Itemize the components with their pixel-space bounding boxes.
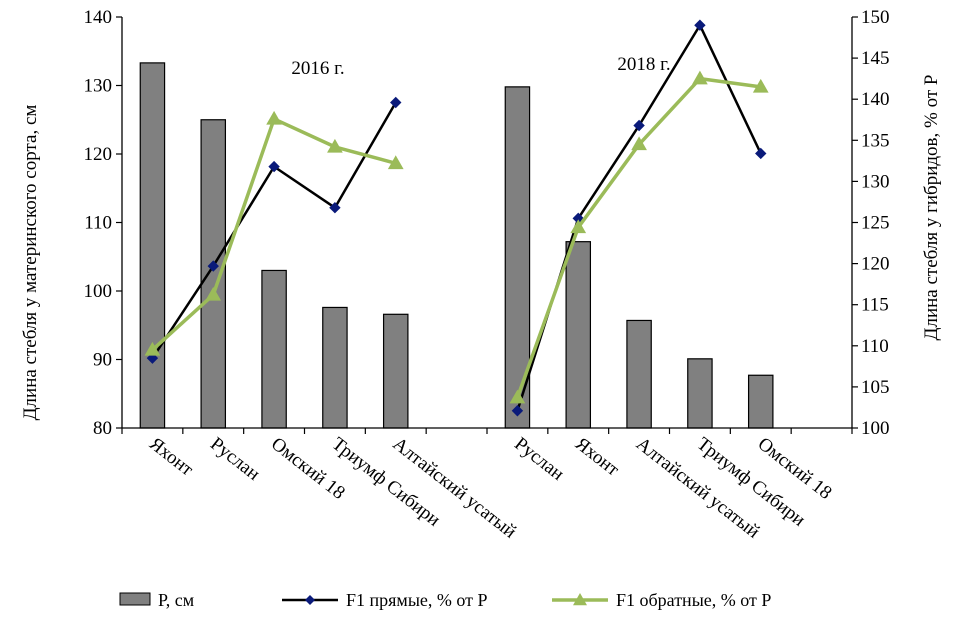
group-label-0: 2016 г.	[291, 58, 344, 79]
tick-left-label-5: 130	[84, 76, 113, 97]
bar-1-1	[565, 241, 592, 429]
tick-right-label-0: 100	[861, 418, 890, 439]
marker-series-2-0-3	[327, 138, 343, 153]
marker-series-2-1-3	[692, 70, 708, 85]
tick-left-label-0: 80	[93, 418, 112, 439]
marker-series-2-0-1	[205, 286, 222, 301]
marker-series-1-0-1	[207, 260, 219, 272]
bar-1-4	[747, 374, 774, 429]
marker-series-2-1-0	[509, 389, 526, 404]
marker-series-2-1-1	[570, 219, 587, 234]
tick-right-label-6: 130	[861, 171, 890, 192]
marker-series-2-1-4	[752, 78, 769, 93]
marker-series-2-0-2	[266, 110, 282, 125]
bar-1-3	[687, 358, 713, 429]
tick-right-label-9: 145	[861, 48, 890, 69]
tick-right-label-10: 150	[861, 7, 890, 28]
category-label-0-0: Яхонт	[145, 433, 197, 480]
category-label-1-0: Руслан	[510, 433, 568, 484]
annotations-layer: 2016 г. 2018 г.	[291, 54, 670, 79]
tick-right-label-7: 135	[861, 130, 890, 151]
tick-left-label-3: 110	[84, 213, 112, 234]
legend-label-0: Р, см	[158, 590, 194, 610]
tick-left-label-4: 120	[84, 144, 113, 165]
tick-left-label-6: 140	[84, 7, 113, 28]
tick-left-label-1: 90	[93, 350, 112, 371]
tick-right-label-3: 115	[861, 295, 889, 316]
marker-series-2-1-2	[631, 136, 647, 151]
tick-left-label-2: 100	[84, 281, 113, 302]
bars-layer	[139, 62, 774, 429]
marker-series-1-1-0	[511, 405, 524, 417]
marker-series-1-0-2	[268, 160, 280, 173]
marker-series-1-1-3	[694, 19, 706, 31]
bar-1-2	[626, 319, 652, 429]
legend-swatch-0	[119, 592, 151, 606]
tick-right-label-8: 140	[861, 89, 890, 110]
legend-marker-1	[305, 595, 315, 605]
y-axis-left-title: Длина стебля у материнского сорта, см	[20, 105, 41, 421]
marker-series-2-0-4	[387, 155, 404, 170]
group-label-1: 2018 г.	[617, 54, 670, 75]
y-axis-right-title: Длина стебля у гибридов, % от Р	[921, 75, 942, 341]
bar-0-4	[382, 313, 409, 429]
tick-right-label-5: 125	[861, 213, 890, 234]
marker-series-1-1-2	[633, 119, 645, 132]
marker-series-2-0-0	[144, 341, 161, 356]
marker-series-1-0-3	[329, 201, 341, 214]
lines-layer	[144, 19, 769, 417]
legend: Р, см F1 прямые, % от Р F1 обратные, % от …	[119, 590, 771, 610]
tick-right-label-2: 110	[861, 336, 889, 357]
tick-right-label-1: 105	[861, 377, 890, 398]
category-label-0-3: Триумф Сибири	[328, 433, 444, 530]
legend-label-2: F1 обратные, % от Р	[616, 590, 771, 610]
bar-0-2	[261, 269, 287, 429]
bar-0-3	[322, 306, 348, 429]
marker-series-1-1-4	[755, 147, 767, 160]
marker-series-1-0-4	[390, 96, 402, 109]
legend-marker-2	[573, 593, 587, 606]
bar-0-0	[139, 62, 166, 429]
category-label-0-1: Руслан	[206, 433, 264, 484]
legend-label-1: F1 прямые, % от Р	[346, 590, 488, 610]
tick-right-label-4: 120	[861, 254, 890, 275]
category-label-1-1: Яхонт	[571, 433, 623, 480]
